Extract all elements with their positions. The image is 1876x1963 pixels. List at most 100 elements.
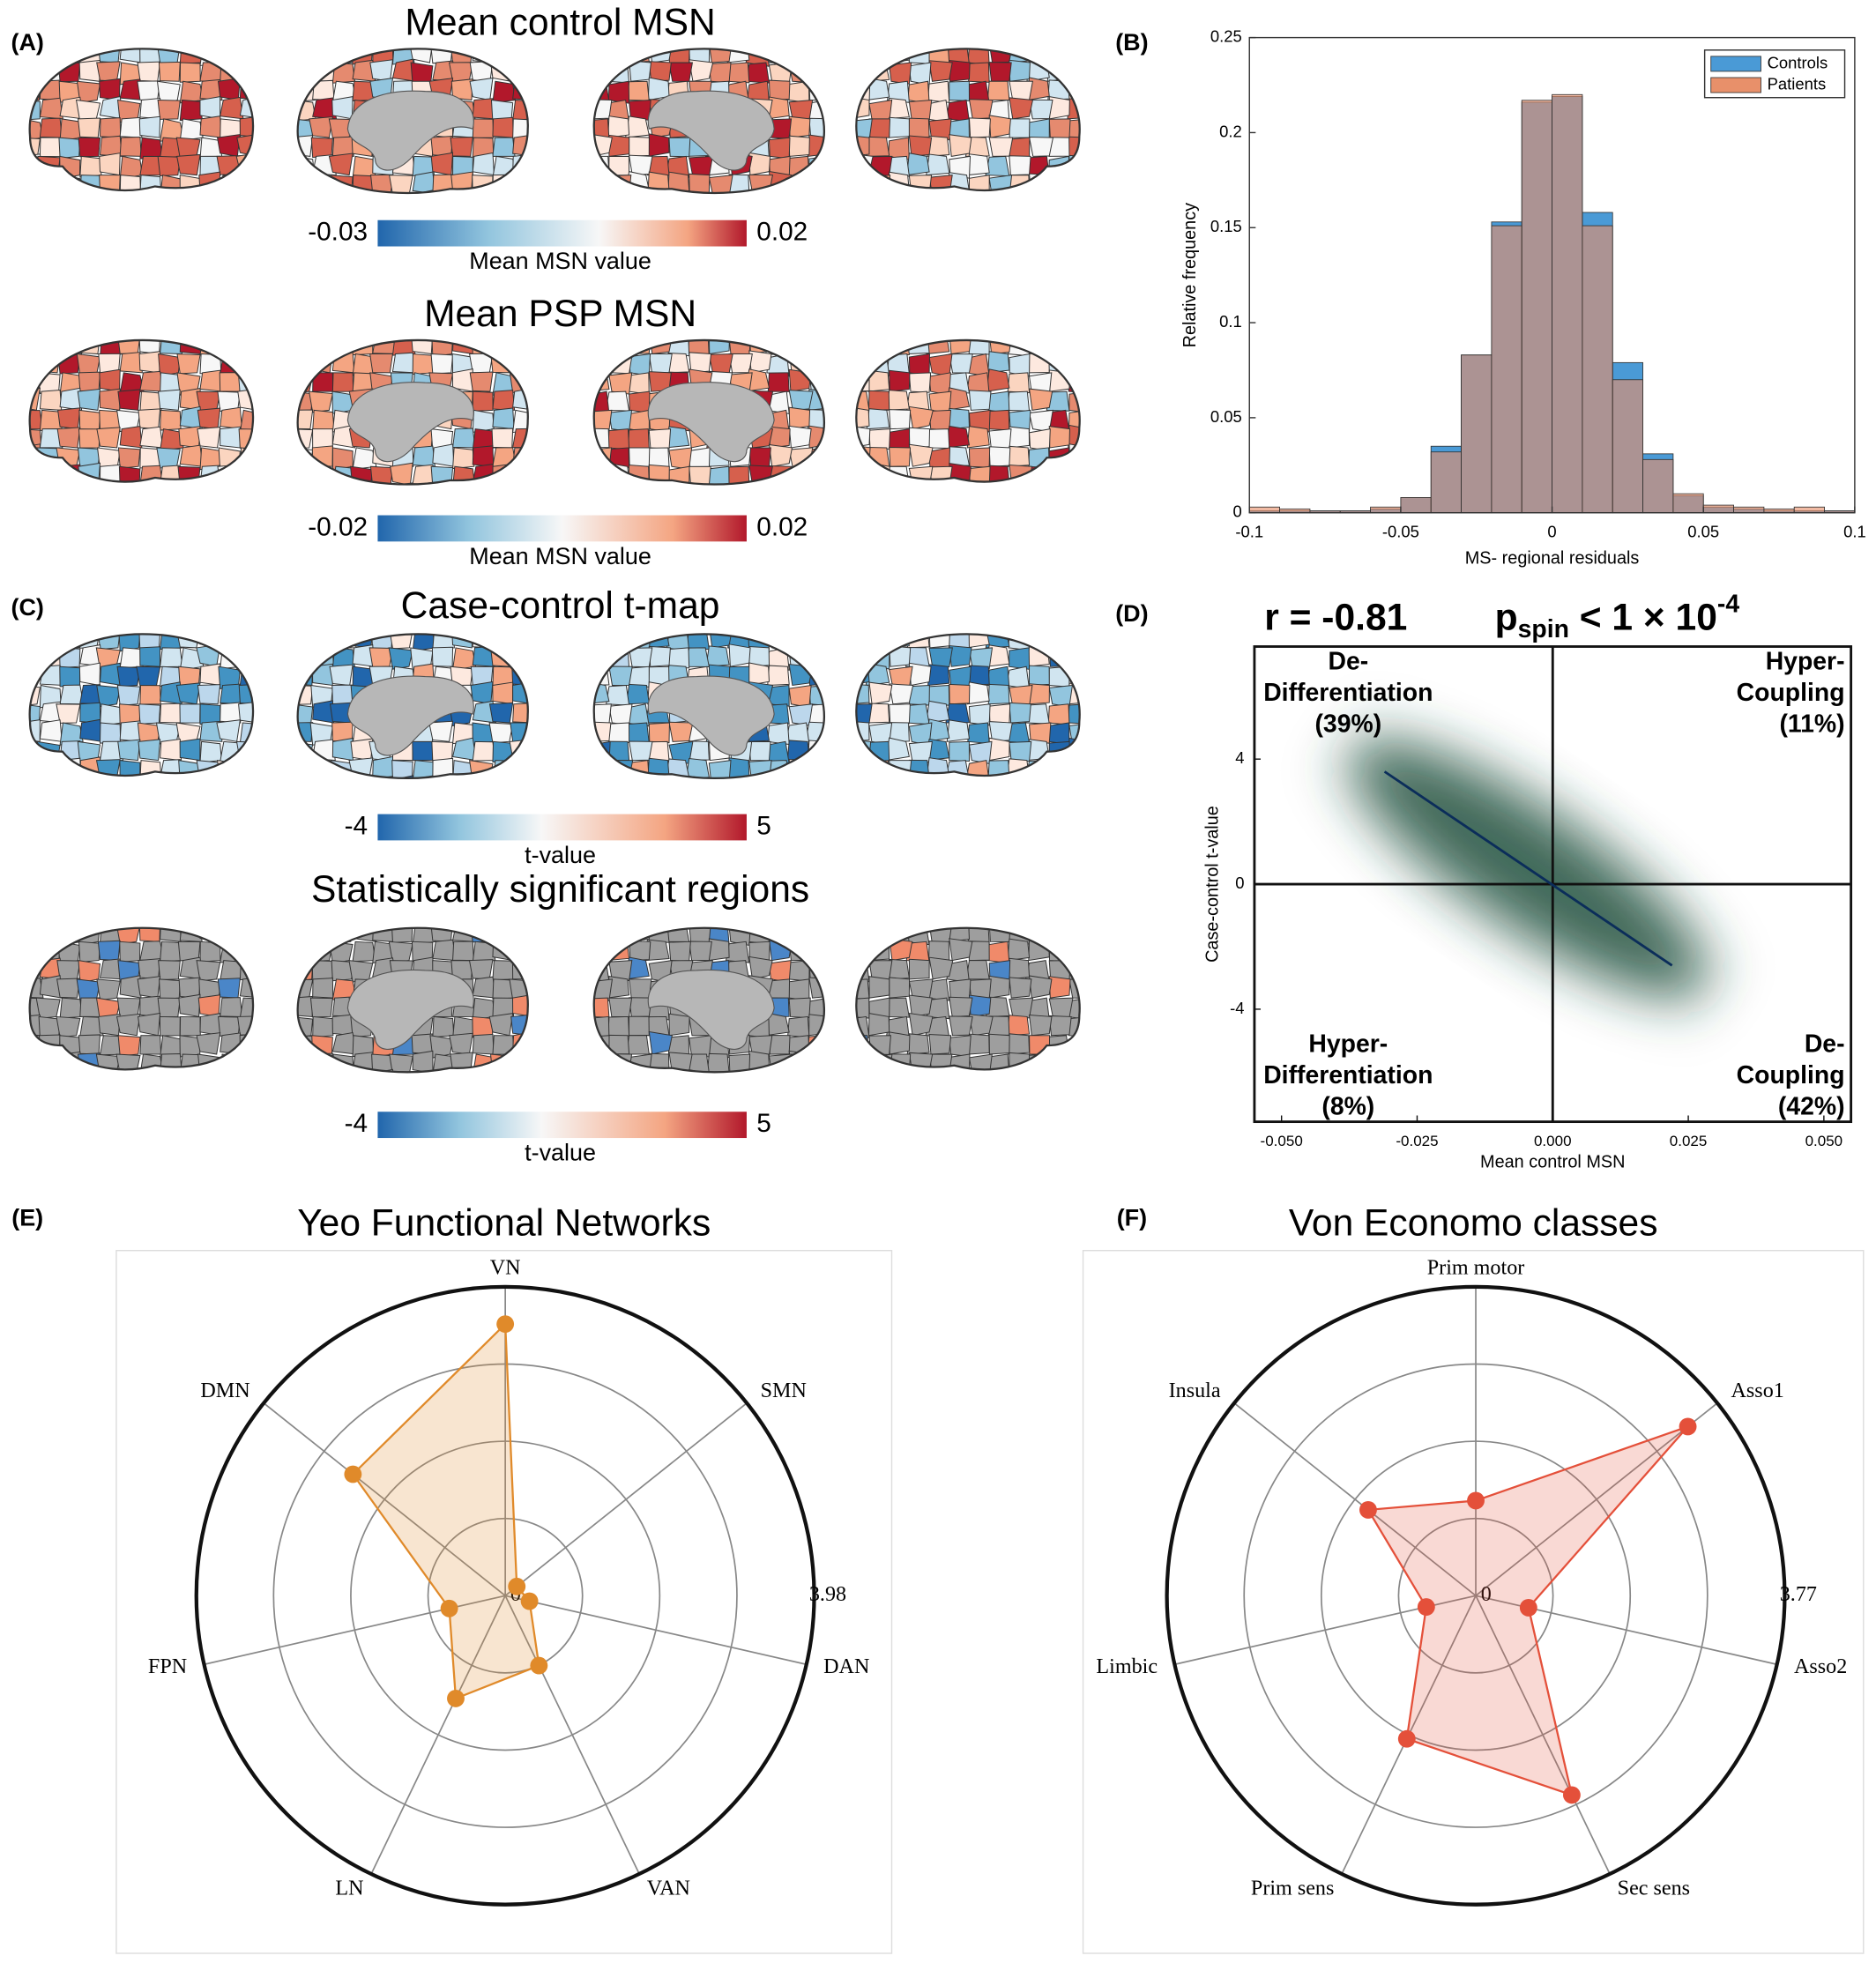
radar-point bbox=[1397, 1729, 1416, 1748]
parcel bbox=[926, 757, 950, 776]
parcel bbox=[689, 190, 711, 193]
parcel bbox=[628, 1015, 650, 1037]
parcel bbox=[965, 760, 990, 776]
parcel bbox=[158, 389, 181, 411]
parcel bbox=[36, 352, 61, 374]
parcel bbox=[239, 760, 254, 776]
quadrant-label: Coupling bbox=[1737, 679, 1845, 707]
parcel bbox=[1068, 978, 1080, 999]
parcel bbox=[928, 956, 954, 980]
parcel bbox=[1048, 137, 1070, 157]
parcel bbox=[472, 390, 494, 413]
parcel bbox=[349, 191, 374, 193]
parcel bbox=[689, 155, 713, 177]
parcel bbox=[220, 1053, 243, 1070]
histogram-bar bbox=[1642, 458, 1674, 514]
parcel bbox=[808, 664, 824, 687]
parcel bbox=[1006, 758, 1031, 776]
parcel bbox=[78, 662, 101, 687]
parcel bbox=[472, 118, 495, 139]
brain bbox=[28, 926, 255, 1071]
parcel bbox=[945, 99, 971, 123]
parcel bbox=[928, 465, 953, 482]
parcel bbox=[607, 647, 630, 669]
parcel bbox=[160, 703, 182, 724]
parcel bbox=[218, 48, 241, 66]
parcel bbox=[297, 48, 315, 63]
parcel bbox=[748, 760, 772, 778]
parcel bbox=[29, 353, 43, 374]
parcel bbox=[1006, 777, 1029, 799]
parcel bbox=[1048, 426, 1070, 449]
parcel bbox=[139, 1035, 162, 1055]
parcel bbox=[908, 1070, 929, 1092]
parcel bbox=[59, 757, 81, 776]
title-part: p bbox=[1495, 597, 1518, 639]
fit-line bbox=[1383, 770, 1673, 967]
parcel bbox=[668, 137, 691, 158]
parcel bbox=[179, 62, 201, 83]
parcel bbox=[216, 719, 241, 742]
parcel bbox=[391, 927, 413, 943]
parcel bbox=[220, 997, 243, 1017]
parcel bbox=[29, 1051, 43, 1070]
parcel bbox=[115, 1013, 141, 1037]
parcel bbox=[297, 644, 314, 667]
quadrant-label: (39%) bbox=[1314, 710, 1381, 738]
parcel bbox=[510, 483, 528, 485]
parcel bbox=[648, 371, 672, 392]
parcel bbox=[593, 118, 610, 140]
parcel bbox=[372, 1068, 395, 1073]
parcel bbox=[239, 62, 254, 84]
parcel bbox=[886, 339, 910, 356]
x-axis-label: Mean control MSN bbox=[1480, 1153, 1625, 1172]
parcel bbox=[29, 172, 41, 190]
parcel bbox=[239, 997, 254, 1018]
parcel bbox=[987, 409, 1010, 431]
parcel bbox=[492, 483, 516, 485]
parcel bbox=[1068, 443, 1080, 467]
parcel bbox=[856, 339, 870, 355]
parcel bbox=[987, 683, 1010, 705]
parcel bbox=[220, 927, 245, 946]
parcel bbox=[856, 662, 870, 687]
parcel bbox=[868, 681, 893, 705]
parcel bbox=[431, 646, 454, 667]
parcel bbox=[865, 634, 890, 649]
medial-wall bbox=[647, 675, 775, 756]
parcel bbox=[626, 80, 650, 101]
parcel bbox=[708, 760, 732, 778]
parcel bbox=[428, 720, 454, 742]
parcel bbox=[808, 155, 824, 178]
parcel bbox=[729, 779, 752, 801]
parcel bbox=[648, 722, 670, 744]
parcel bbox=[747, 481, 770, 485]
parcel bbox=[220, 634, 243, 652]
parcel bbox=[370, 174, 394, 193]
parcel bbox=[666, 483, 690, 485]
parcel bbox=[160, 738, 182, 762]
parcels bbox=[856, 634, 1080, 799]
brain bbox=[592, 338, 826, 486]
parcel bbox=[868, 462, 890, 482]
parcel bbox=[56, 703, 81, 724]
parcel bbox=[328, 152, 354, 176]
parcel bbox=[1029, 428, 1051, 452]
parcel bbox=[96, 61, 121, 82]
parcel bbox=[472, 428, 496, 450]
parcel bbox=[297, 480, 315, 485]
parcel bbox=[159, 194, 180, 214]
parcel bbox=[1028, 409, 1053, 433]
parcel bbox=[432, 939, 457, 962]
parcel bbox=[926, 339, 950, 355]
parcel bbox=[309, 350, 333, 374]
parcel bbox=[926, 484, 949, 504]
parcel bbox=[40, 194, 63, 215]
parcel bbox=[1048, 118, 1071, 139]
brain-outline bbox=[855, 48, 1081, 192]
parcel bbox=[199, 155, 221, 176]
parcel bbox=[197, 427, 221, 449]
quadrant-label: Differentiation bbox=[1263, 679, 1433, 707]
legend-swatch bbox=[1710, 56, 1761, 72]
parcel bbox=[492, 960, 515, 981]
